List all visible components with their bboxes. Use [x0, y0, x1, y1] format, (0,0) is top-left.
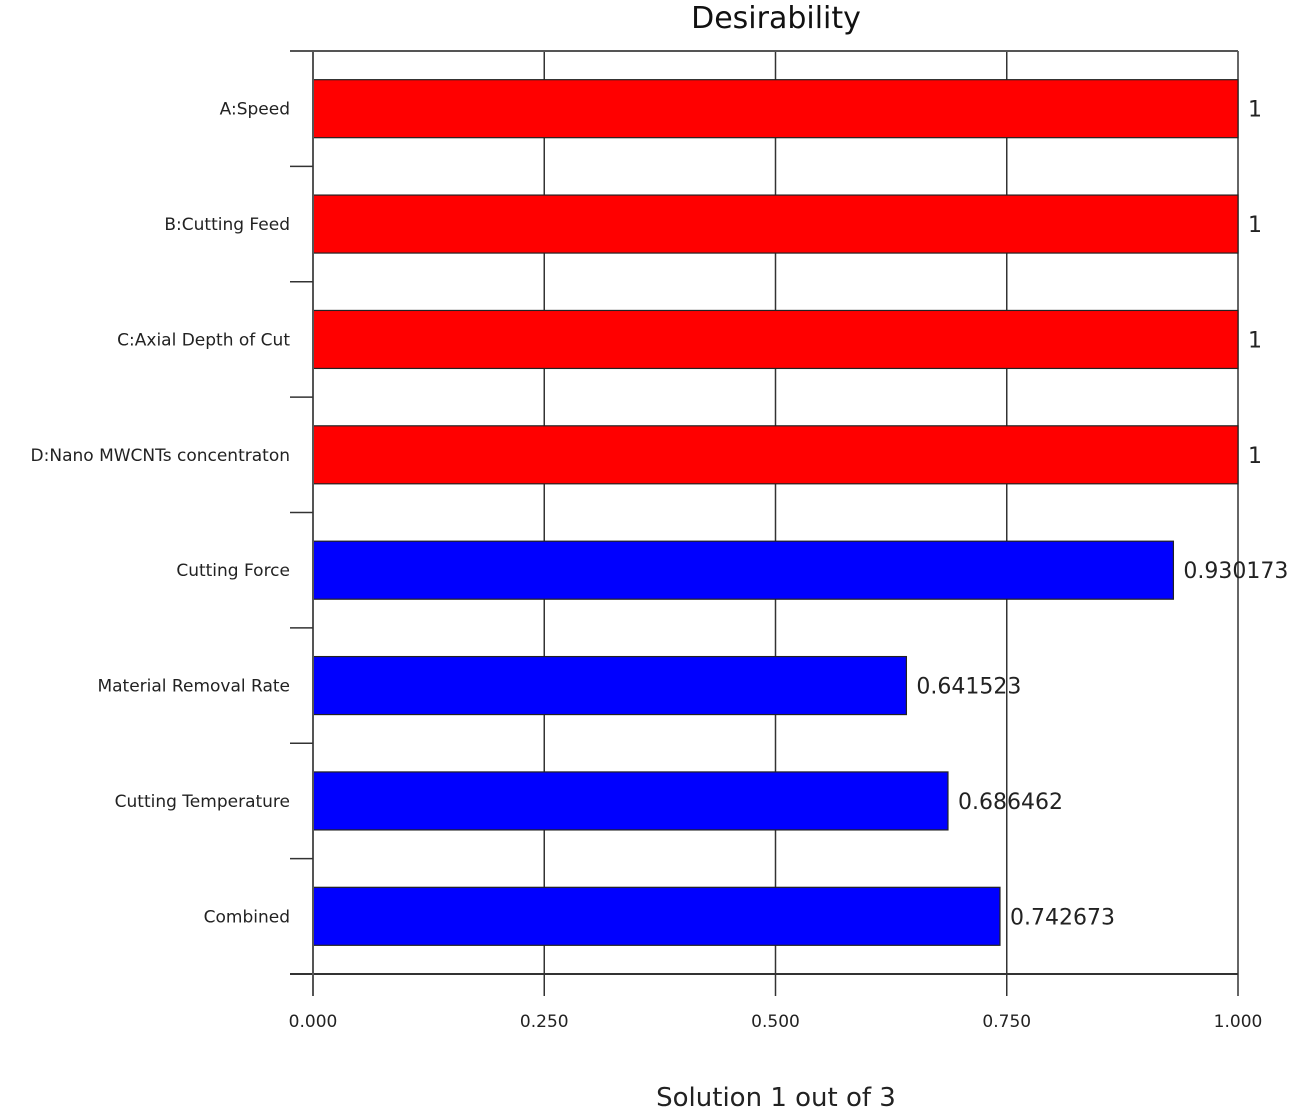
- bar: [312, 886, 1001, 946]
- category-label: Cutting Temperature: [115, 792, 290, 812]
- value-label: 1: [1248, 213, 1262, 238]
- category-label: Cutting Force: [176, 561, 290, 581]
- x-tick-label: 0.500: [751, 1012, 800, 1032]
- axes: [290, 50, 1238, 996]
- category-label: Material Removal Rate: [97, 677, 290, 697]
- x-tick-label: 0.000: [289, 1012, 338, 1032]
- value-label: 0.742673: [1010, 905, 1115, 930]
- x-tick-label: 0.750: [982, 1012, 1031, 1032]
- category-label: A:Speed: [220, 100, 290, 120]
- bar: [312, 425, 1239, 485]
- value-label: 0.686462: [958, 790, 1063, 815]
- labels: 0.000 0.250 0.500 0.750 1.000 A:Speed 1 B:Cutti…: [31, 98, 1289, 1032]
- bar: [312, 79, 1239, 139]
- bar: [312, 771, 949, 831]
- category-label: D:Nano MWCNTs concentraton: [31, 446, 290, 466]
- x-axis-label: Solution 1 out of 3: [656, 1083, 896, 1111]
- x-tick-label: 0.250: [520, 1012, 569, 1032]
- x-tick-label: 1.000: [1214, 1012, 1263, 1032]
- value-label: 1: [1248, 444, 1262, 469]
- bar: [312, 194, 1239, 254]
- gridlines: [312, 51, 1239, 996]
- category-label: Combined: [204, 907, 290, 927]
- chart-title: Desirability: [691, 1, 861, 36]
- category-label: C:Axial Depth of Cut: [117, 330, 290, 350]
- category-label: B:Cutting Feed: [164, 215, 290, 235]
- value-label: 0.930173: [1183, 559, 1288, 584]
- value-label: 1: [1248, 328, 1262, 353]
- value-label: 1: [1248, 98, 1262, 123]
- bar: [312, 655, 908, 716]
- value-label: 0.641523: [916, 675, 1021, 700]
- bar: [312, 540, 1175, 600]
- bar: [312, 309, 1239, 370]
